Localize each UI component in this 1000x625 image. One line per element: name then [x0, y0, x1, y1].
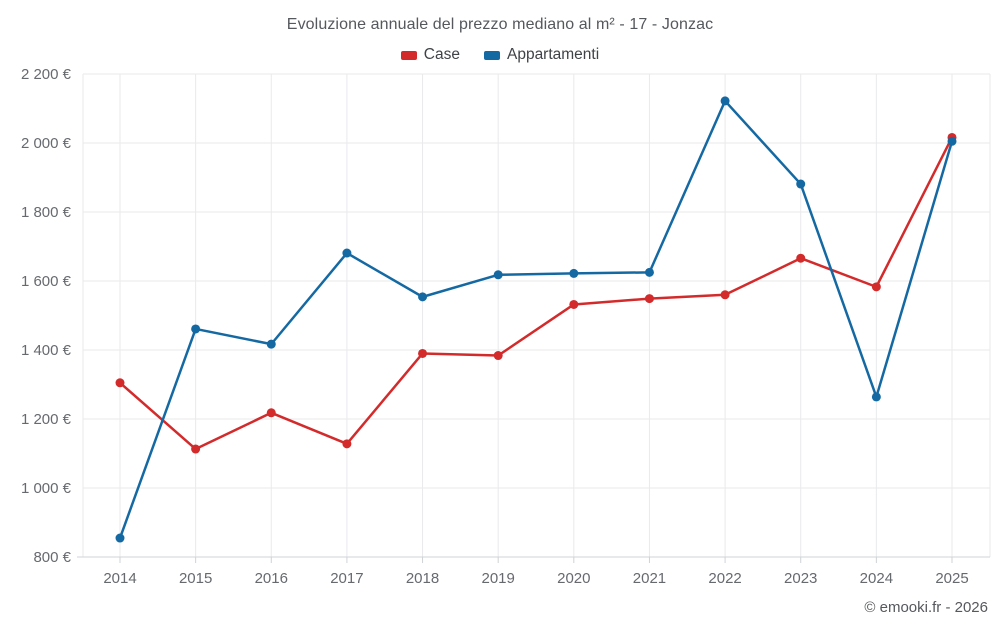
x-tick-label: 2018 — [406, 570, 439, 587]
legend-label-appartamenti: Appartamenti — [506, 46, 600, 63]
series-line-case — [118, 136, 954, 451]
data-point-case-2024[interactable] — [871, 282, 881, 292]
data-point-case-2020[interactable] — [569, 299, 579, 309]
credit-link[interactable]: © emooki.fr - 2026 — [864, 599, 988, 616]
data-point-case-2022[interactable] — [720, 290, 730, 300]
data-point-appartamenti-2023[interactable] — [796, 179, 806, 189]
x-tick-label: 2025 — [935, 570, 968, 587]
data-point-appartamenti-2025[interactable] — [947, 136, 957, 146]
chart-legend: Case Appartamenti — [0, 46, 1000, 64]
legend-item-appartamenti[interactable]: Appartamenti — [483, 46, 600, 64]
data-point-case-2014[interactable] — [115, 378, 125, 388]
data-point-appartamenti-2018[interactable] — [418, 292, 428, 302]
y-tick-label: 1 200 € — [21, 411, 72, 428]
data-point-case-2019[interactable] — [493, 351, 503, 361]
x-tick-label: 2020 — [557, 570, 590, 587]
data-point-appartamenti-2016[interactable] — [266, 339, 276, 349]
x-tick-label: 2017 — [330, 570, 363, 587]
y-tick-label: 2 200 € — [21, 66, 72, 83]
legend-item-case[interactable]: Case — [400, 46, 460, 64]
chart-title: Evoluzione annuale del prezzo mediano al… — [286, 16, 714, 33]
legend-swatch-appartamenti-icon — [483, 50, 500, 60]
x-tick-label: 2014 — [103, 570, 136, 587]
x-tick-label: 2024 — [860, 570, 893, 587]
legend-swatch-case-icon — [400, 50, 417, 60]
x-tick-label: 2015 — [179, 570, 212, 587]
x-tick-label: 2022 — [708, 570, 741, 587]
data-point-appartamenti-2021[interactable] — [644, 267, 654, 277]
y-tick-label: 1 600 € — [21, 273, 72, 290]
data-point-appartamenti-2014[interactable] — [115, 533, 125, 543]
y-tick-label: 2 000 € — [21, 135, 72, 152]
series-line-appartamenti — [118, 99, 954, 540]
data-point-appartamenti-2024[interactable] — [871, 392, 881, 402]
data-point-case-2018[interactable] — [418, 348, 428, 358]
legend-label-case: Case — [423, 46, 460, 63]
data-point-case-2023[interactable] — [796, 253, 806, 263]
x-tick-label: 2021 — [633, 570, 666, 587]
data-point-appartamenti-2017[interactable] — [342, 248, 352, 258]
y-tick-label: 1 800 € — [21, 204, 72, 221]
data-point-appartamenti-2022[interactable] — [720, 96, 730, 106]
data-point-case-2017[interactable] — [342, 439, 352, 449]
y-tick-label: 1 400 € — [21, 342, 72, 359]
data-point-case-2016[interactable] — [266, 408, 276, 418]
data-point-appartamenti-2015[interactable] — [191, 324, 201, 334]
y-tick-label: 1 000 € — [21, 480, 72, 497]
x-tick-label: 2019 — [481, 570, 514, 587]
x-tick-label: 2016 — [255, 570, 288, 587]
data-point-case-2015[interactable] — [191, 444, 201, 454]
x-tick-label: 2023 — [784, 570, 817, 587]
data-point-appartamenti-2020[interactable] — [569, 268, 579, 278]
data-point-case-2021[interactable] — [644, 294, 654, 304]
data-point-appartamenti-2019[interactable] — [493, 270, 503, 280]
y-tick-label: 800 € — [33, 549, 71, 566]
